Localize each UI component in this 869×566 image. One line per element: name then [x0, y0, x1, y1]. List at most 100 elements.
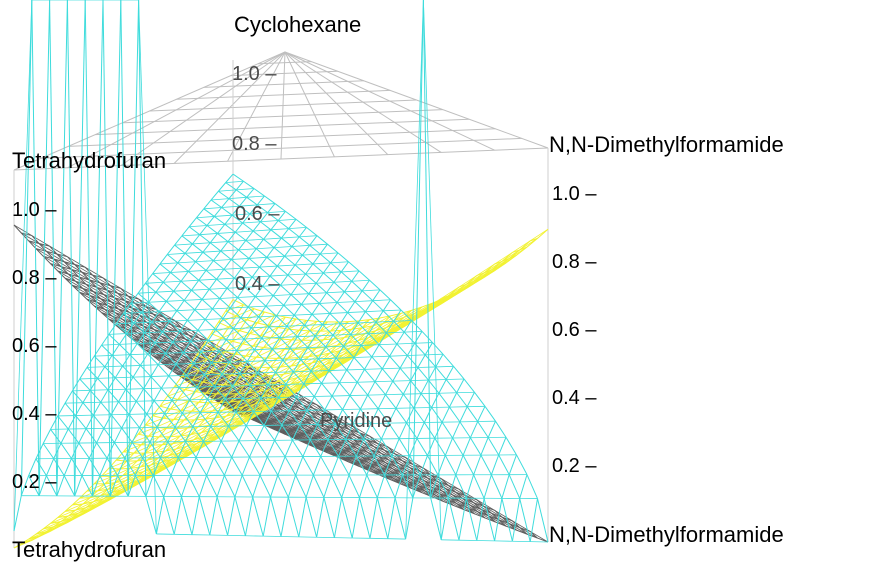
gray-surface-mesh: [68, 273, 79, 278]
cyan-surface-mesh: [269, 325, 287, 328]
cyan-surface-mesh: [392, 380, 411, 382]
cyan-surface-mesh: [333, 281, 345, 293]
cyan-surface-mesh: [435, 353, 444, 368]
yellow-surface-mesh: [97, 483, 106, 492]
cyan-surface-mesh: [487, 437, 500, 456]
gray-surface-mesh: [455, 491, 474, 504]
gray-surface-mesh: [217, 363, 237, 375]
cyan-surface-mesh: [110, 414, 123, 429]
cyan-surface-mesh: [298, 236, 311, 246]
yellow-surface-mesh: [120, 483, 139, 494]
cyan-surface-mesh: [399, 367, 411, 381]
cyan-surface-mesh: [246, 196, 258, 206]
cyan-surface-mesh: [372, 299, 391, 302]
cyan-surface-mesh: [441, 421, 454, 439]
cyan-surface-mesh: [358, 270, 370, 281]
cyan-surface-mesh: [265, 295, 274, 307]
cyan-surface-mesh: [104, 366, 116, 379]
gray-surface-mesh: [127, 295, 136, 305]
cyan-surface-mesh: [114, 377, 127, 390]
yellow-surface-mesh: [210, 371, 221, 375]
cyan-surface-mesh: [144, 321, 153, 334]
yellow-surface-mesh: [199, 369, 211, 373]
dmf-lower-label: N,N-Dimethylformamide: [549, 522, 784, 547]
cyan-surface-mesh: [156, 427, 169, 443]
yellow-surface-mesh: [227, 363, 239, 367]
cyan-surface-mesh: [181, 475, 190, 497]
gray-surface-mesh: [172, 352, 191, 364]
cyan-surface-mesh: [473, 474, 485, 499]
cyan-surface-mesh: [317, 409, 326, 425]
gray-surface-mesh: [75, 280, 94, 292]
cyan-surface-mesh: [347, 301, 356, 313]
yellow-surface-mesh: [241, 366, 260, 377]
cyan-surface-mesh: [79, 367, 88, 380]
yellow-surface-mesh: [190, 425, 209, 435]
cyan-surface-mesh: [155, 290, 174, 293]
cyan-surface-mesh: [191, 288, 210, 291]
gray-surface-mesh: [323, 411, 335, 416]
cyan-surface-mesh: [298, 497, 307, 537]
cyan-surface-mesh: [249, 440, 258, 458]
cyan-surface-mesh: [350, 334, 362, 346]
gray-surface-mesh: [185, 338, 204, 350]
yellow-surface-mesh: [65, 509, 76, 512]
cyan-surface-mesh: [277, 474, 289, 498]
cyan-surface-mesh: [273, 294, 292, 297]
cyan-surface-mesh: [260, 397, 272, 412]
cyan-surface-mesh: [130, 301, 149, 304]
cyan-surface-mesh: [195, 251, 204, 263]
cyan-surface-mesh: [444, 437, 454, 456]
yellow-surface-mesh: [249, 322, 258, 334]
cyan-surface-mesh: [38, 475, 47, 496]
yellow-surface-mesh: [414, 302, 433, 314]
gray-surface-mesh: [343, 446, 362, 458]
cyan-surface-mesh: [233, 317, 242, 329]
yellow-surface-mesh: [159, 396, 168, 407]
cyan-surface-mesh: [234, 276, 253, 279]
yellow-surface-mesh: [287, 357, 299, 359]
cyan-surface-mesh: [211, 350, 220, 364]
cyan-surface-mesh: [225, 180, 244, 184]
cyan-surface-mesh: [174, 243, 193, 246]
cyan-surface-mesh: [181, 399, 191, 414]
cyan-surface-mesh: [403, 331, 416, 344]
cyan-surface-mesh: [137, 342, 156, 344]
gray-surface-mesh: [82, 288, 101, 300]
cyan-surface-mesh: [167, 441, 179, 458]
cyan-surface-mesh: [221, 207, 233, 216]
cyan-surface-mesh: [49, 0, 58, 496]
cyan-surface-mesh: [323, 474, 332, 498]
yellow-surface-mesh: [348, 320, 360, 323]
cyan-surface-mesh: [154, 331, 163, 344]
cyan-surface-mesh: [355, 455, 368, 476]
cyan-surface-mesh: [516, 454, 528, 475]
cyan-surface-mesh: [400, 309, 412, 321]
cyan-surface-mesh: [294, 313, 313, 316]
cyan-surface-mesh: [340, 322, 359, 325]
cyan-surface-mesh: [230, 306, 249, 309]
cyan-surface-mesh: [338, 439, 347, 457]
gray-surface-mesh: [124, 300, 133, 309]
yellow-surface-mesh: [264, 390, 283, 402]
cyan-surface-mesh: [66, 0, 76, 496]
yellow-surface-mesh: [97, 488, 109, 492]
cyan-surface-mesh: [414, 342, 433, 344]
gray-surface-mesh: [111, 301, 122, 306]
cyan-surface-mesh: [395, 408, 407, 424]
cyan-surface-mesh: [194, 309, 206, 320]
cyan-surface-mesh: [132, 376, 144, 390]
cyan-surface-mesh: [219, 297, 238, 299]
cyan-surface-mesh: [176, 300, 185, 311]
yellow-surface-mesh: [101, 467, 110, 477]
cyan-surface-mesh: [238, 440, 250, 458]
cyan-surface-mesh: [505, 436, 517, 456]
cyan-surface-mesh: [151, 311, 160, 323]
cyan-surface-mesh: [484, 406, 496, 422]
cyan-surface-mesh: [138, 0, 157, 534]
gray-surface-mesh: [182, 342, 194, 347]
cyan-surface-mesh: [100, 401, 112, 416]
cyan-surface-mesh: [241, 456, 250, 476]
cyan-surface-mesh: [325, 346, 337, 359]
yellow-surface-mesh: [136, 452, 145, 462]
